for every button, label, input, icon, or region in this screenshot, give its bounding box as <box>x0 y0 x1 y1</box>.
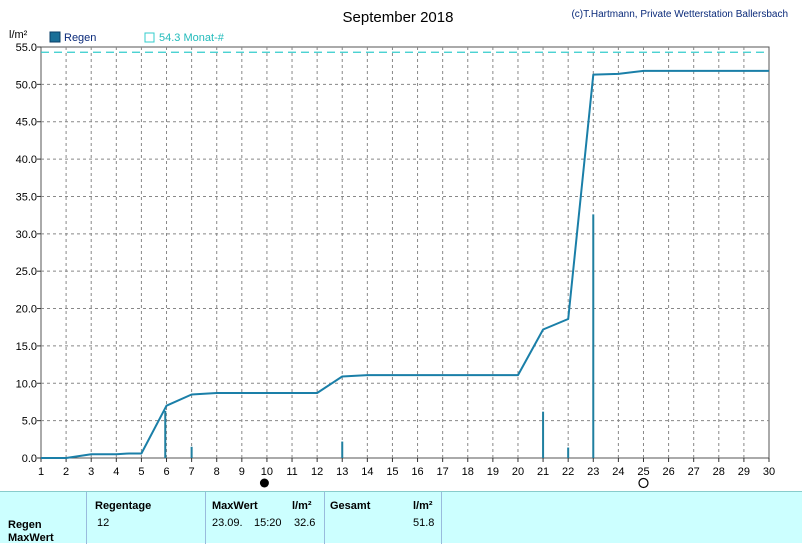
x-tick-label: 28 <box>713 466 725 478</box>
x-tick-label: 29 <box>738 466 750 478</box>
y-tick-label: 30.0 <box>16 229 37 241</box>
cumulative-rain-line <box>41 69 769 459</box>
legend-reference-label: 54.3 Monat-# <box>159 32 225 44</box>
footer-row-label-regen: Regen <box>8 519 42 531</box>
grid-lines <box>41 47 769 458</box>
x-axis-ticks: 1 2 3 4 5 6 7 8 9 10 11 12 13 14 15 16 17 18 19 20 21 22 23 24 2… <box>38 458 775 478</box>
full-moon-icon <box>259 478 269 488</box>
x-tick-label: 7 <box>189 466 195 478</box>
y-unit-label: l/m² <box>9 29 28 41</box>
y-tick-label: 45.0 <box>16 117 37 129</box>
y-tick-label: 20.0 <box>16 304 37 316</box>
x-tick-label: 15 <box>386 466 398 478</box>
regentage-header: Regentage <box>95 500 152 512</box>
y-tick-label: 25.0 <box>16 266 37 278</box>
x-tick-label: 30 <box>763 466 775 478</box>
y-tick-label: 35.0 <box>16 191 37 203</box>
y-tick-label: 5.0 <box>22 416 37 428</box>
footer-row-labels: Regen MaxWert <box>0 492 87 544</box>
x-tick-label: 23 <box>587 466 599 478</box>
legend-reference-swatch <box>144 32 155 43</box>
x-tick-label: 3 <box>88 466 94 478</box>
x-tick-label: 1 <box>38 466 44 478</box>
y-tick-label: 40.0 <box>16 154 37 166</box>
x-tick-label: 4 <box>113 466 119 478</box>
y-tick-label: 0.0 <box>22 453 37 465</box>
rain-chart: September 2018 (c)T.Hartmann, Private We… <box>9 9 788 489</box>
x-tick-label: 10 <box>261 466 273 478</box>
maxwert-time: 15:20 <box>254 517 282 529</box>
daily-rain-bars <box>164 214 595 458</box>
gesamt-header: Gesamt <box>330 500 371 512</box>
x-tick-label: 14 <box>361 466 373 478</box>
maxwert-unit: l/m² <box>292 500 312 512</box>
chart-title: September 2018 <box>343 9 454 26</box>
x-tick-label: 24 <box>612 466 624 478</box>
x-tick-label: 19 <box>487 466 499 478</box>
x-tick-label: 27 <box>688 466 700 478</box>
statistics-footer: Regen MaxWert Regentage 12 MaxWert l/m² … <box>0 491 802 544</box>
y-axis-ticks: 0.0 5.0 10.0 15.0 20.0 25.0 30.0 35.0 40.0 45.0 50… <box>16 42 41 465</box>
regentage-value: 12 <box>97 517 110 529</box>
x-tick-label: 8 <box>214 466 220 478</box>
x-tick-label: 21 <box>537 466 549 478</box>
legend: Regen 54.3 Monat-# <box>49 31 225 44</box>
footer-gesamt: Gesamt l/m² 51.8 <box>325 492 442 544</box>
legend-regen-swatch <box>49 31 61 43</box>
moon-markers <box>259 477 649 489</box>
footer-regentage: Regentage 12 <box>87 492 206 544</box>
footer-row-label-maxwert: MaxWert <box>8 532 54 544</box>
plot-area <box>40 46 770 459</box>
y-tick-label: 50.0 <box>16 79 37 91</box>
y-tick-label: 15.0 <box>16 341 37 353</box>
x-tick-label: 5 <box>138 466 144 478</box>
copyright-text: (c)T.Hartmann, Private Wetterstation Bal… <box>571 9 788 20</box>
x-tick-label: 9 <box>239 466 245 478</box>
maxwert-value: 32.6 <box>294 517 316 529</box>
y-tick-label: 10.0 <box>16 378 37 390</box>
maxwert-date: 23.09. <box>212 517 243 529</box>
gesamt-unit: l/m² <box>413 500 433 512</box>
x-tick-label: 2 <box>63 466 69 478</box>
x-tick-label: 11 <box>286 466 297 478</box>
x-tick-label: 26 <box>662 466 674 478</box>
footer-maxwert: MaxWert l/m² 23.09. 15:20 32.6 <box>206 492 325 544</box>
maxwert-header: MaxWert <box>212 500 258 512</box>
x-tick-label: 17 <box>437 466 449 478</box>
x-tick-label: 25 <box>637 466 649 478</box>
x-tick-label: 6 <box>163 466 169 478</box>
new-moon-icon <box>638 477 649 489</box>
x-tick-label: 18 <box>462 466 474 478</box>
x-tick-label: 16 <box>411 466 423 478</box>
legend-regen-label: Regen <box>64 32 96 44</box>
x-tick-label: 20 <box>512 466 524 478</box>
y-tick-label: 55.0 <box>16 42 37 54</box>
gesamt-value: 51.8 <box>413 517 435 529</box>
x-tick-label: 12 <box>311 466 323 478</box>
x-tick-label: 22 <box>562 466 574 478</box>
x-tick-label: 13 <box>336 466 348 478</box>
cumulative-rain-series <box>41 69 769 459</box>
